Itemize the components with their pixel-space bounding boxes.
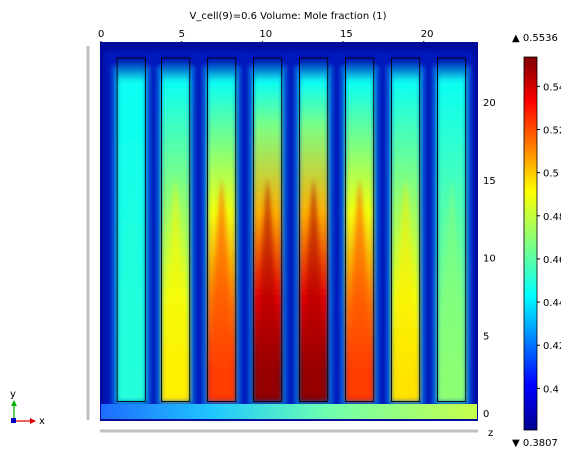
colorbar-tick-label: 0.4	[543, 384, 559, 395]
channel	[294, 57, 333, 406]
x-tick-label: 20	[421, 29, 434, 40]
channel	[386, 57, 425, 406]
colorbar-tick-label: 0.52	[543, 125, 561, 136]
axis-triad: y x	[10, 389, 45, 427]
channel-core	[348, 178, 371, 396]
channel-core	[256, 178, 279, 396]
x-tick-label: 10	[259, 29, 272, 40]
triad-x-label: x	[39, 416, 45, 427]
x-tick-label: 5	[179, 29, 185, 40]
colorbar	[523, 56, 538, 431]
triad-y-label: y	[10, 389, 16, 400]
channel-outline	[437, 57, 467, 402]
channel-core	[210, 178, 233, 396]
channel-outline	[116, 57, 146, 402]
bottom-channel	[101, 404, 477, 419]
colorbar-max-label: ▲ 0.5536	[512, 33, 558, 44]
colorbar-tick-label: 0.44	[543, 298, 561, 309]
channel	[248, 57, 287, 406]
colorbar-tick-label: 0.48	[543, 212, 561, 223]
channel-outline	[253, 57, 283, 402]
colorbar-min-label: ▼ 0.3807	[512, 438, 558, 449]
y-tick-label: 10	[483, 254, 496, 265]
colorbar-ticks: 0.54 0.52 0.5 0.48 0.46 0.44 0.42 0.4	[537, 82, 561, 395]
channel	[156, 57, 195, 406]
channel-outline	[391, 57, 421, 402]
x-tick-label: 0	[98, 29, 104, 40]
colorbar-tick-label: 0.42	[543, 341, 561, 352]
colorbar-tick-label: 0.46	[543, 255, 561, 266]
channel-outline	[207, 57, 237, 402]
channel	[202, 57, 241, 406]
x-tick-label: 15	[340, 29, 353, 40]
x-axis-top: 0 5 10 15 20	[98, 29, 433, 44]
colorbar-tick-label: 0.5	[543, 169, 559, 180]
channel-outline	[345, 57, 375, 402]
channel-core	[440, 178, 463, 396]
channel-core	[164, 178, 187, 396]
y-tick-label: 5	[483, 331, 489, 342]
y-tick-label: 20	[483, 98, 496, 109]
channel-core	[302, 178, 325, 396]
y-axis-right: 0 5 10 15 20	[483, 98, 496, 420]
channel-outline	[161, 57, 191, 402]
channel-core	[120, 178, 142, 396]
channel	[112, 57, 151, 406]
y-tick-label: 0	[483, 409, 489, 420]
y-tick-label: 15	[483, 176, 496, 187]
chart-title: V_cell(9)=0.6 Volume: Mole fraction (1)	[189, 11, 386, 22]
channel-core	[394, 178, 417, 396]
z-axis-label: z	[488, 428, 493, 439]
channel-outline	[299, 57, 329, 402]
channel	[340, 57, 379, 406]
colorbar-tick-label: 0.54	[543, 82, 561, 93]
channel	[432, 57, 471, 406]
